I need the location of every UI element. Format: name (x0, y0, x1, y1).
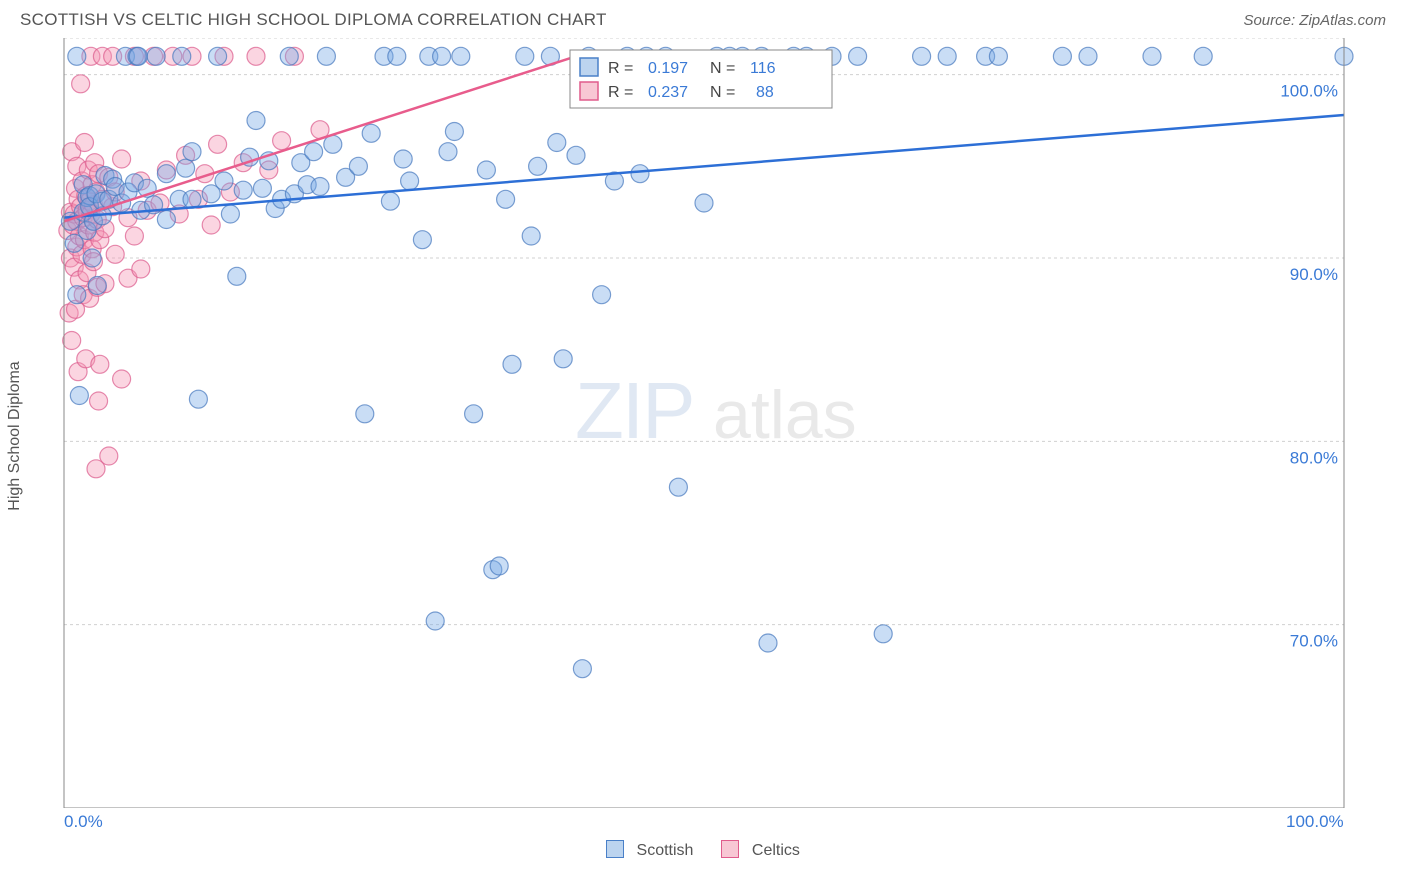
svg-text:0.197: 0.197 (648, 60, 688, 77)
svg-text:R =: R = (608, 60, 633, 77)
svg-text:R =: R = (608, 84, 633, 101)
chart-header: SCOTTISH VS CELTIC HIGH SCHOOL DIPLOMA C… (0, 0, 1406, 38)
svg-text:100.0%: 100.0% (1280, 82, 1338, 101)
chart-title: SCOTTISH VS CELTIC HIGH SCHOOL DIPLOMA C… (20, 10, 607, 30)
bottom-legend: Scottish Celtics (0, 840, 1406, 860)
svg-text:N =: N = (710, 84, 735, 101)
legend-swatch-blue (606, 840, 624, 858)
svg-text:88: 88 (756, 84, 774, 101)
legend-label: Celtics (752, 842, 800, 859)
legend-item-celtics: Celtics (721, 840, 799, 860)
legend-item-scottish: Scottish (606, 840, 693, 860)
chart-area: High School Diploma 70.0%80.0%90.0%100.0… (20, 38, 1386, 834)
svg-text:80.0%: 80.0% (1290, 448, 1338, 467)
svg-text:70.0%: 70.0% (1290, 632, 1338, 651)
svg-text:90.0%: 90.0% (1290, 265, 1338, 284)
legend-swatch-pink (721, 840, 739, 858)
legend-label: Scottish (637, 842, 694, 859)
scatter-chart: 70.0%80.0%90.0%100.0%ZIPatlasR =0.197N =… (20, 38, 1386, 808)
svg-text:116: 116 (750, 60, 776, 77)
svg-text:N =: N = (710, 60, 735, 77)
chart-source: Source: ZipAtlas.com (1243, 12, 1386, 29)
svg-text:0.237: 0.237 (648, 84, 688, 101)
y-axis-label: High School Diploma (6, 361, 24, 510)
